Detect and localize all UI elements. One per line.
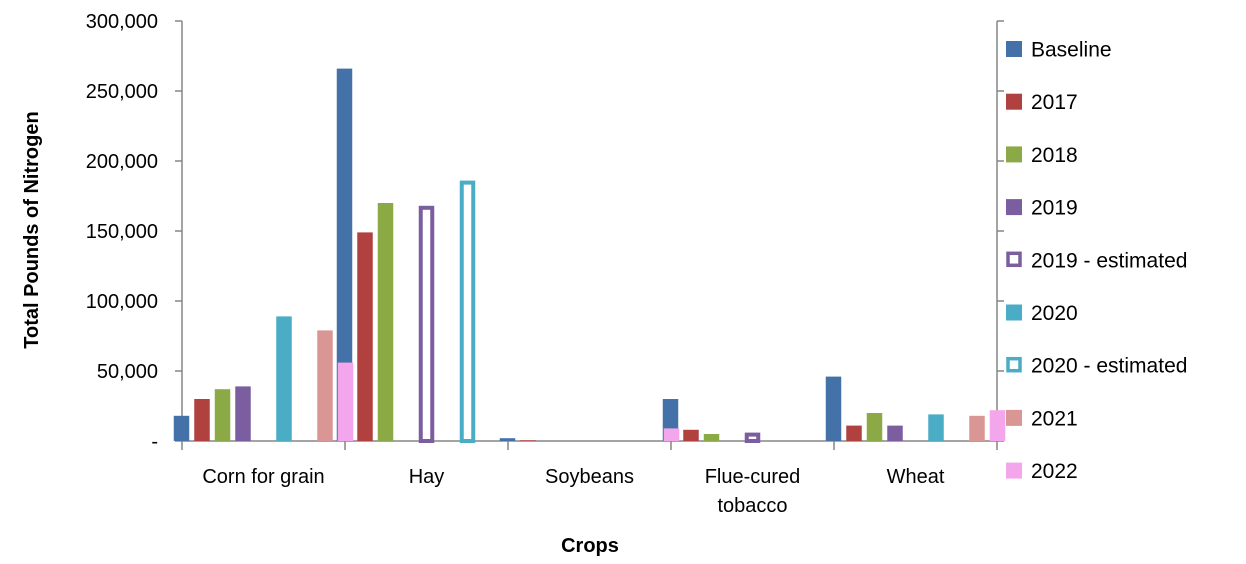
legend-swatch — [1006, 356, 1022, 373]
legend-label: 2019 - estimated — [1031, 249, 1187, 272]
bar — [499, 438, 516, 441]
bar — [377, 203, 394, 441]
y-tick-label: 50,000 — [97, 361, 158, 383]
legend-swatch — [1006, 199, 1022, 216]
x-tick-label: Flue-cured — [705, 466, 801, 488]
legend-swatch — [1006, 462, 1022, 479]
y-tick-label: 300,000 — [86, 11, 158, 33]
x-tick-label: tobacco — [717, 495, 787, 517]
x-tick-label: Hay — [409, 466, 445, 488]
legend-label: 2020 — [1031, 302, 1078, 325]
y-tick-label: - — [151, 431, 158, 453]
bar — [276, 316, 292, 441]
plot-area — [996, 20, 1004, 442]
legend-label: 2022 — [1031, 460, 1078, 483]
bar — [418, 205, 435, 443]
legend-label: 2020 - estimated — [1031, 355, 1187, 378]
bar — [887, 425, 903, 441]
x-tick-label: Wheat — [887, 466, 945, 488]
bar — [336, 68, 353, 441]
y-tick-label: 150,000 — [86, 221, 158, 243]
bar — [969, 415, 985, 441]
bar — [317, 330, 333, 441]
x-tick-label: Soybeans — [545, 466, 634, 488]
bar — [194, 399, 210, 441]
legend-swatch — [1006, 41, 1022, 57]
legend-swatch — [1006, 409, 1022, 426]
bar — [214, 389, 231, 441]
bar — [357, 232, 373, 441]
legend-swatch — [1006, 304, 1022, 321]
bar — [825, 376, 842, 441]
x-tick-label: Corn for grain — [202, 466, 324, 488]
y-tick-label: 250,000 — [86, 81, 158, 103]
legend-label: 2019 — [1031, 197, 1078, 220]
legend-label: 2017 — [1031, 91, 1078, 114]
bar — [173, 415, 190, 441]
bar — [866, 413, 883, 441]
legend-swatch — [1006, 251, 1022, 268]
bar — [337, 362, 354, 441]
y-tick-label: 200,000 — [86, 151, 158, 173]
legend-swatch — [1006, 146, 1022, 163]
bar — [744, 432, 761, 444]
y-axis-title: Total Pounds of Nitrogen — [21, 111, 43, 348]
bar — [520, 440, 536, 441]
bar — [663, 428, 680, 441]
bar — [989, 410, 1006, 441]
x-axis-title: Crops — [561, 535, 619, 557]
bar — [928, 414, 944, 441]
bars — [173, 68, 1006, 444]
bar — [235, 386, 251, 441]
y-tick-label: 100,000 — [86, 291, 158, 313]
bar — [846, 425, 862, 441]
bar — [683, 429, 699, 441]
bar — [703, 434, 720, 441]
legend-label: 2018 — [1031, 144, 1078, 167]
y-axis: - 50,000 100,000 150,000 200,000 250,000 300,0… — [86, 11, 183, 453]
x-axis: Corn for grain Hay Soybeans Flue-cured tobac… — [181, 440, 998, 517]
legend-swatch — [1006, 93, 1022, 110]
legend: Baseline 2017 2018 2019 2019 - estimated 2020… — [1006, 39, 1187, 483]
legend-label: Baseline — [1031, 39, 1112, 62]
bar — [459, 180, 476, 443]
legend-label: 2021 — [1031, 407, 1078, 430]
